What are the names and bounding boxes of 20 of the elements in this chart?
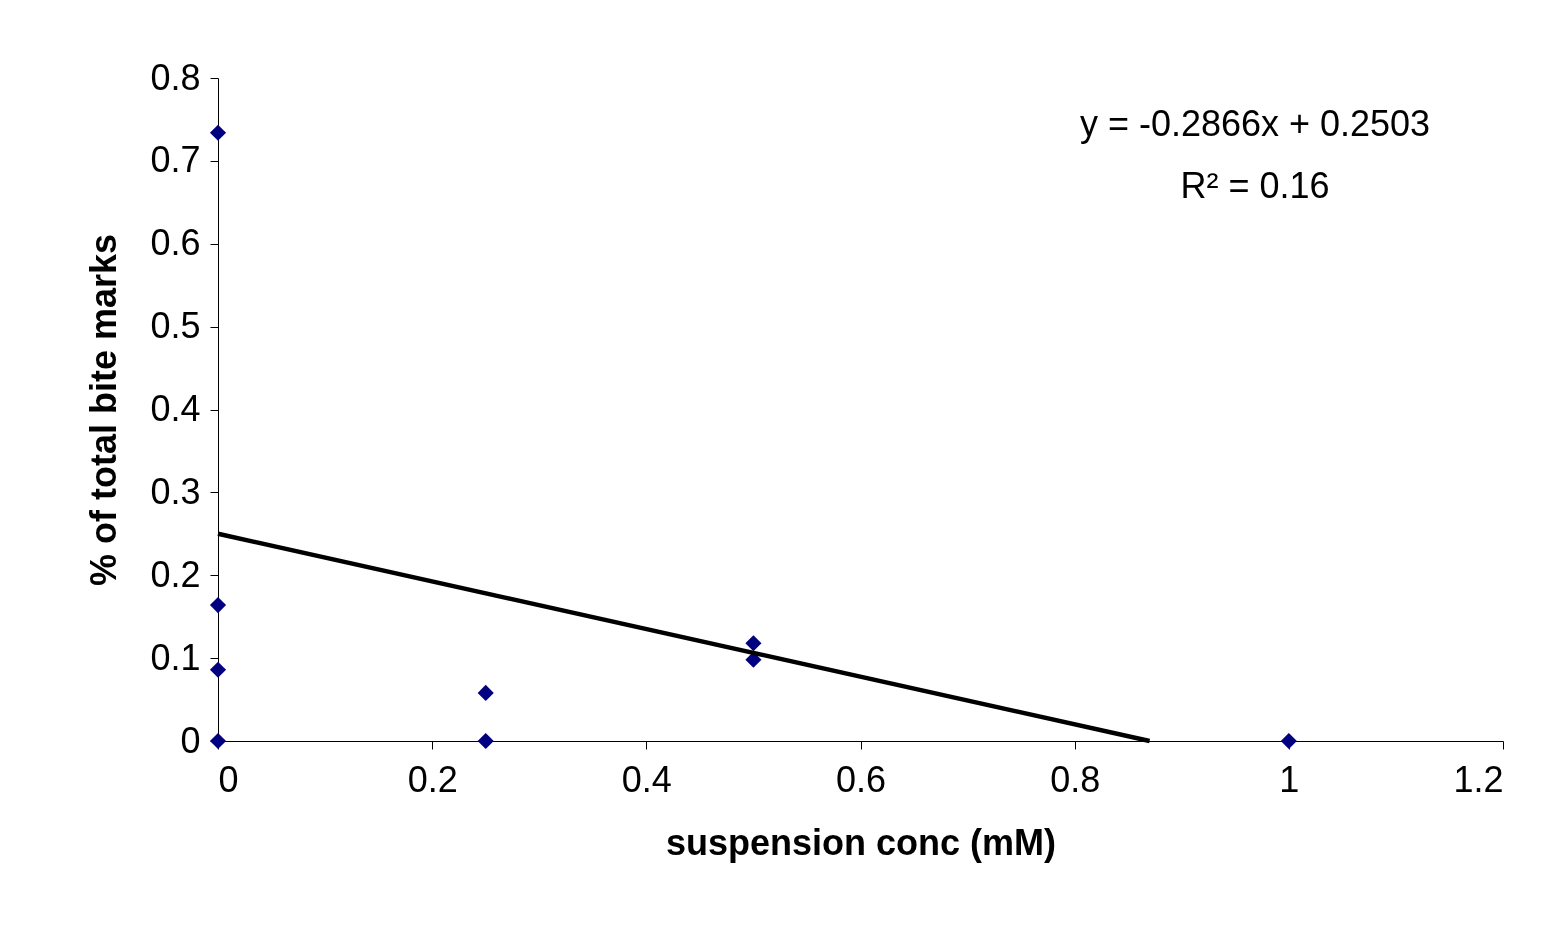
y-tick-label: 0.8 [150, 56, 201, 98]
y-tick-label: 0 [180, 719, 201, 761]
y-tick-label: 0.1 [150, 636, 201, 678]
annotation: y = -0.2866x + 0.2503 [1079, 103, 1431, 144]
y-tick-label: 0.6 [150, 222, 201, 264]
y-tick-label: 0.2 [150, 553, 201, 595]
x-tick-label: 0 [218, 758, 239, 800]
y-tick-label: 0.7 [150, 139, 201, 181]
y-tick-label: 0.4 [150, 388, 201, 429]
x-tick-label: 0.4 [621, 758, 672, 800]
y-tick-label: 0.5 [150, 305, 201, 347]
x-tick-label: 0.6 [835, 758, 887, 800]
y-axis-title: % of total bite marks [83, 233, 125, 587]
x-tick-label: 0.2 [407, 758, 458, 800]
y-tick-label: 0.3 [150, 470, 201, 512]
x-tick-label: 1 [1279, 758, 1300, 800]
x-tick-label: 1.2 [1453, 758, 1504, 800]
annotation: R² = 0.16 [1180, 165, 1330, 206]
x-axis-title: suspension conc (mM) [665, 821, 1057, 863]
x-tick-label: 0.8 [1050, 758, 1101, 800]
